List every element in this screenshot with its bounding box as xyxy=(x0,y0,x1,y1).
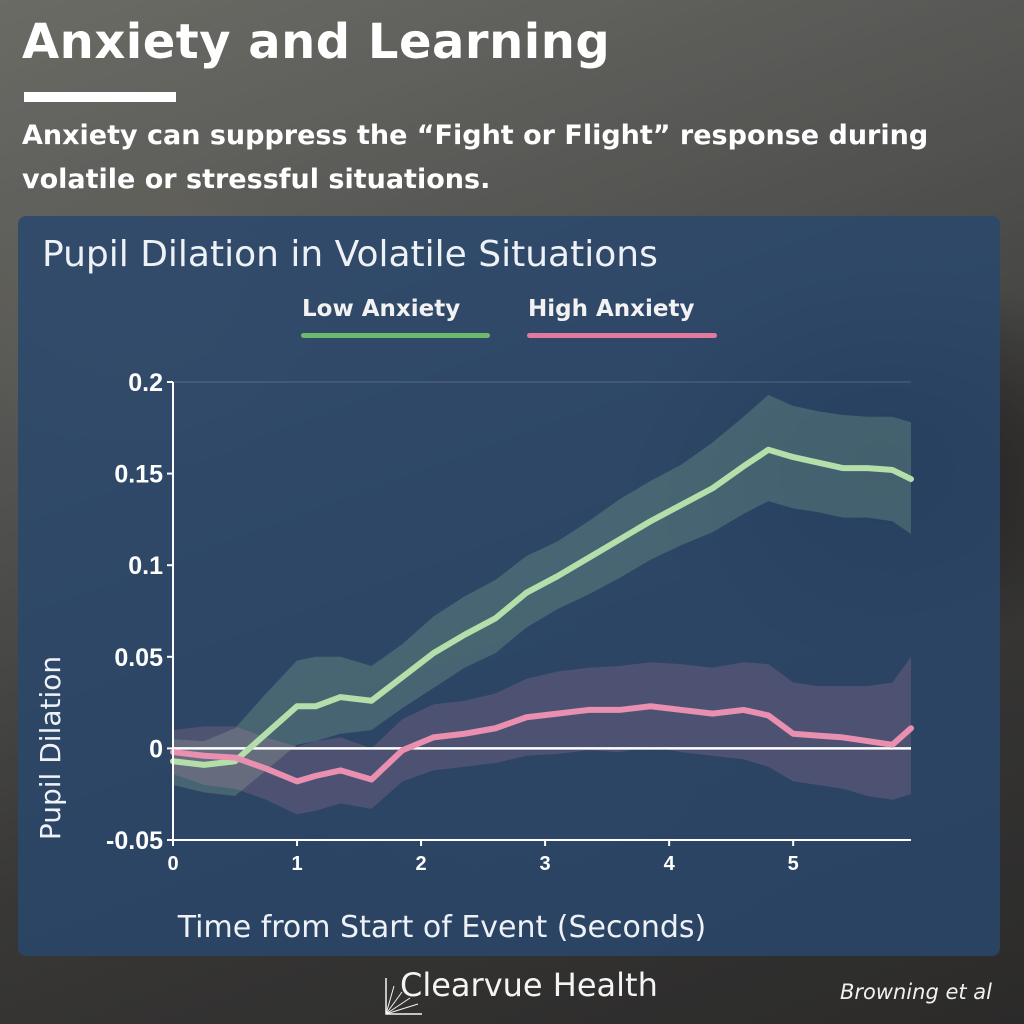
series-line-low-anxiety xyxy=(170,446,914,768)
brand-name: Clearvue Health xyxy=(400,966,658,1004)
legend-swatch-high-anxiety xyxy=(527,333,717,338)
page-title: Anxiety and Learning xyxy=(22,14,611,70)
legend-label-low-anxiety: Low Anxiety xyxy=(302,296,461,322)
chart-title: Pupil Dilation in Volatile Situations xyxy=(42,234,658,275)
clearvue-logo-icon xyxy=(385,978,422,1015)
x-tick-label: 2 xyxy=(416,853,427,875)
legend-label-high-anxiety: High Anxiety xyxy=(528,296,695,322)
confidence-band-low-anxiety xyxy=(173,394,911,797)
y-tick-label: 0.05 xyxy=(114,644,163,672)
x-tick-label: 1 xyxy=(291,853,302,875)
y-axis-title: Pupil Dilation xyxy=(34,656,67,840)
page-subtitle: Anxiety can suppress the “Fight or Fligh… xyxy=(22,120,929,195)
chart-panel xyxy=(18,216,1000,956)
source-citation: Browning et al xyxy=(839,980,992,1004)
y-tick-label: 0.1 xyxy=(128,552,163,580)
y-tick-label: 0.2 xyxy=(128,369,163,397)
x-tick-label: 0 xyxy=(167,853,178,875)
x-tick-label: 4 xyxy=(664,853,676,875)
y-tick-label: -0.05 xyxy=(106,827,163,855)
x-tick-label: 3 xyxy=(540,853,551,875)
y-tick-label: 0 xyxy=(149,735,163,763)
x-tick-label: 5 xyxy=(788,853,799,875)
x-axis-title: Time from Start of Event (Seconds) xyxy=(177,910,707,945)
legend-swatch-low-anxiety xyxy=(301,333,490,338)
title-underline xyxy=(24,92,176,102)
y-tick-label: 0.15 xyxy=(114,461,163,489)
series-line-high-anxiety xyxy=(170,703,914,785)
